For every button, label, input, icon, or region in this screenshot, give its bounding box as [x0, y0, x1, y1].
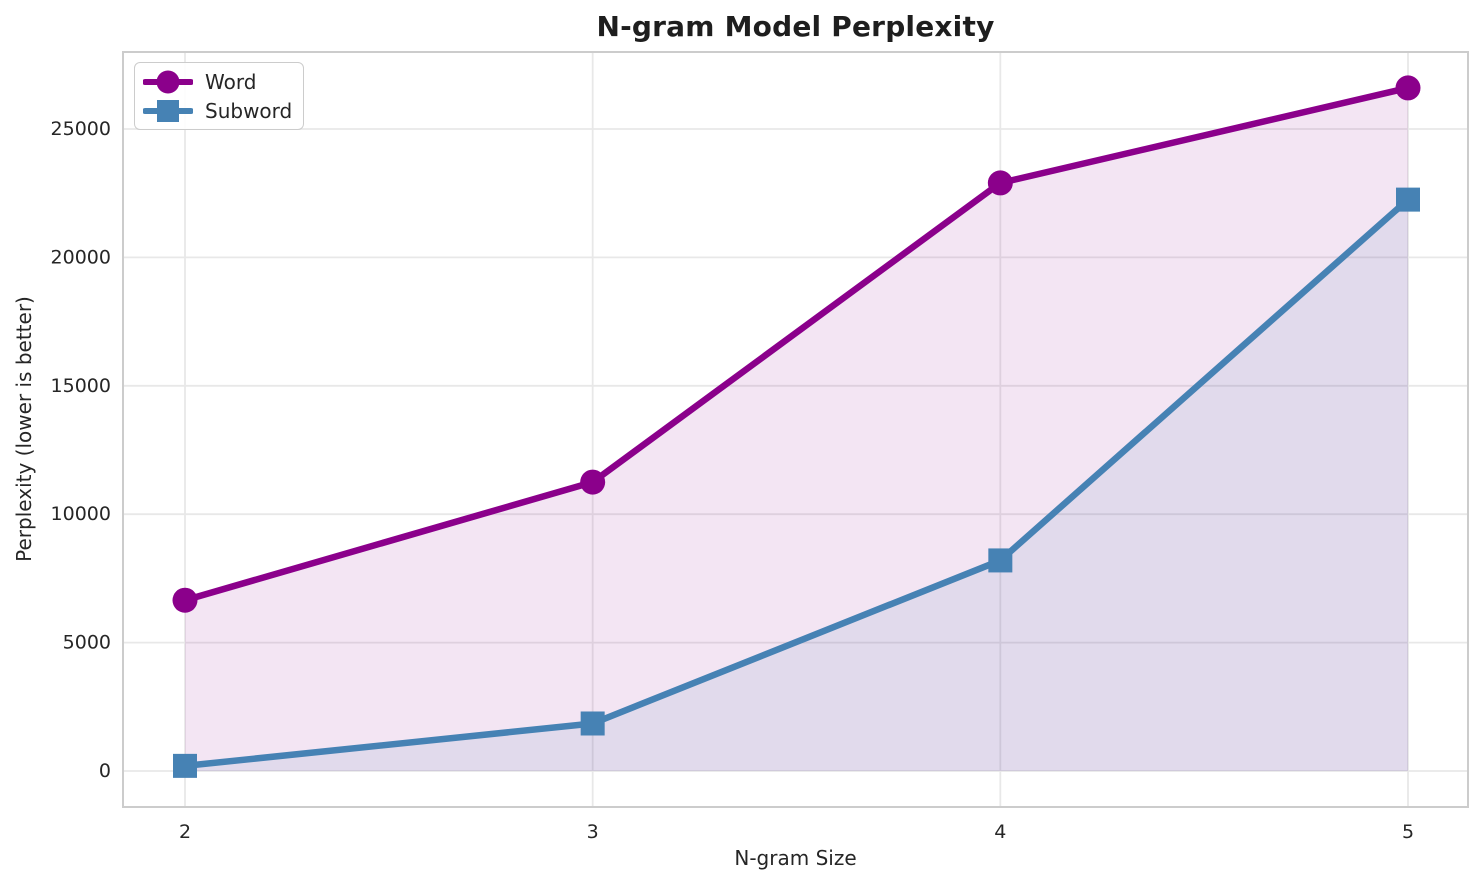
y-tick-label: 20000 — [51, 246, 111, 268]
legend-item-word: Word — [143, 68, 295, 96]
x-axis-label: N-gram Size — [734, 846, 857, 870]
legend: Word Subword — [134, 62, 304, 130]
word-marker — [1395, 75, 1421, 101]
y-tick-label: 5000 — [63, 632, 111, 654]
plot-border — [122, 51, 1469, 808]
subword-line — [181, 196, 1412, 770]
word-area-fill — [185, 87, 1408, 772]
y-tick-label: 25000 — [51, 118, 111, 140]
subword-marker — [988, 548, 1013, 573]
word-circle-marker-icon — [143, 70, 193, 93]
word-marker — [172, 587, 198, 613]
y-axis-label: Perplexity (lower is better) — [12, 296, 36, 562]
subword-square-marker-icon — [143, 99, 193, 122]
x-tick-label: 3 — [587, 821, 599, 843]
subword-marker — [1396, 187, 1420, 212]
word-marker — [987, 170, 1013, 196]
y-tick-label: 15000 — [51, 375, 111, 397]
chart-title: N-gram Model Perplexity — [596, 10, 995, 43]
x-tick-label: 2 — [179, 821, 191, 843]
y-tick-label: 10000 — [51, 503, 111, 525]
y-tick-label: 0 — [99, 760, 111, 782]
legend-label-word: Word — [205, 69, 257, 94]
legend-label-subword: Subword — [205, 98, 293, 123]
subword-marker — [173, 753, 197, 778]
legend-item-subword: Subword — [143, 97, 295, 125]
word-line — [181, 84, 1412, 604]
x-tick-label: 4 — [994, 821, 1006, 843]
subword-area-fill — [185, 199, 1408, 771]
word-marker — [580, 469, 606, 495]
x-tick-label: 5 — [1402, 821, 1414, 843]
subword-marker — [580, 711, 605, 736]
